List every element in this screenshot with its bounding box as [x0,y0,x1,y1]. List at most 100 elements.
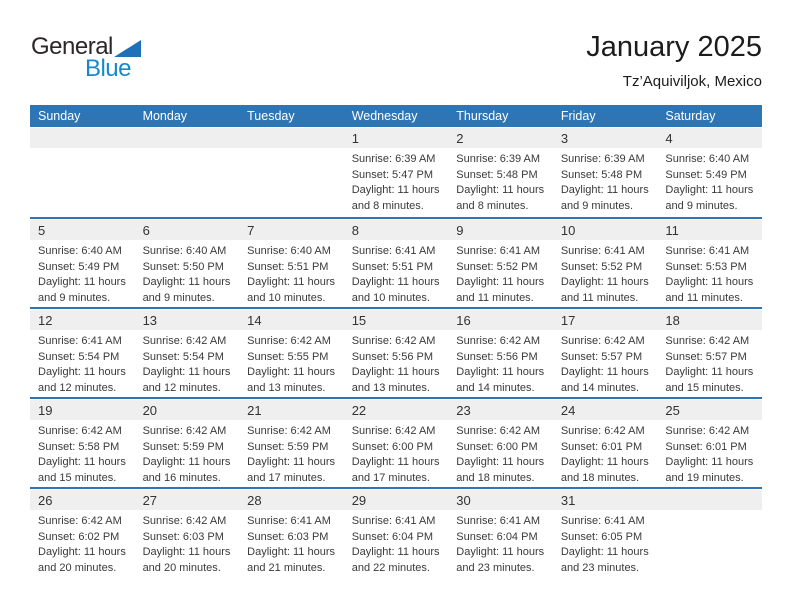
day-number: 11 [665,222,679,238]
sunset-text: Sunset: 5:54 PM [38,350,120,363]
sunrise-text: Sunrise: 6:42 AM [38,515,122,527]
day-details: Sunrise: 6:41 AM Sunset: 6:04 PM Daylight:… [344,510,449,576]
daylight-text-line1: Daylight: 11 hours [351,456,440,468]
weekday-sunday: Sunday [38,109,81,123]
day-number: 19 [38,402,53,418]
sunset-text: Sunset: 5:58 PM [38,440,120,453]
day-cell: 20 Sunrise: 6:42 AM Sunset: 5:59 PM Dayligh… [134,399,240,487]
daylight-text-line1: Daylight: 11 hours [560,184,649,196]
day-details: Sunrise: 6:40 AM Sunset: 5:49 PM Daylight:… [657,148,762,214]
sunset-text: Sunset: 5:51 PM [351,260,434,273]
daylight-text-line1: Daylight: 11 hours [142,546,231,558]
day-number-band: 29 [343,490,449,510]
day-number-band: 24 [552,400,658,420]
day-details: Sunrise: 6:42 AM Sunset: 5:57 PM Daylight:… [657,330,762,396]
daylight-text-line2: and 9 minutes. [142,291,215,304]
sunset-text: Sunset: 6:00 PM [351,440,434,453]
weekday-monday: Monday [142,109,188,123]
day-number-band: 13 [134,310,240,330]
day-number: 13 [142,312,158,328]
day-number: 20 [142,402,158,418]
daylight-text-line1: Daylight: 11 hours [456,276,545,288]
sunrise-text: Sunrise: 6:41 AM [456,245,541,257]
day-details: Sunrise: 6:42 AM Sunset: 5:59 PM Daylight:… [135,420,240,486]
daylight-text-line1: Daylight: 11 hours [142,366,231,378]
weekday-header-row: Sunday Monday Tuesday Wednesday Thursday… [30,105,762,127]
day-number: 3 [560,130,569,146]
sunrise-text: Sunrise: 6:42 AM [665,425,750,437]
day-details: Sunrise: 6:42 AM Sunset: 5:56 PM Daylight:… [448,330,553,396]
week-row: 5 Sunrise: 6:40 AM Sunset: 5:49 PM Daylight… [30,217,762,307]
day-details: Sunrise: 6:42 AM Sunset: 6:01 PM Daylight:… [657,420,762,486]
sunrise-text: Sunrise: 6:42 AM [247,425,331,437]
sunset-text: Sunset: 6:03 PM [142,530,224,543]
day-number: 22 [351,402,367,418]
day-number-band: 12 [30,310,135,330]
day-details: Sunrise: 6:40 AM Sunset: 5:50 PM Daylight:… [135,240,240,306]
daylight-text-line2: and 22 minutes. [351,561,430,574]
sunset-text: Sunset: 6:05 PM [560,530,643,543]
daylight-text-line1: Daylight: 11 hours [142,456,231,468]
day-number-band: 16 [448,310,553,330]
daylight-text-line1: Daylight: 11 hours [560,456,649,468]
day-details: Sunrise: 6:39 AM Sunset: 5:48 PM Daylight:… [553,148,658,214]
daylight-text-line1: Daylight: 11 hours [247,546,335,558]
day-number-band: 10 [552,220,658,240]
day-number-band: 23 [448,400,553,420]
daylight-text-line1: Daylight: 11 hours [665,456,754,468]
daylight-text-line2: and 10 minutes. [247,291,326,304]
sunset-text: Sunset: 5:59 PM [247,440,329,453]
sunrise-text: Sunrise: 6:41 AM [351,515,436,527]
daylight-text-line2: and 19 minutes. [665,471,744,484]
sunrise-text: Sunrise: 6:42 AM [38,425,122,437]
empty-day-cell [657,489,762,577]
daylight-text-line2: and 8 minutes. [456,199,529,212]
day-number-band: 21 [239,400,344,420]
empty-day-cell [30,127,135,217]
sunset-text: Sunset: 5:53 PM [665,260,747,273]
day-number: 12 [38,312,53,328]
day-number: 5 [38,222,46,238]
day-details: Sunrise: 6:42 AM Sunset: 6:00 PM Daylight:… [344,420,449,486]
day-number-band: 17 [552,310,658,330]
day-cell: 25 Sunrise: 6:42 AM Sunset: 6:01 PM Dayligh… [657,399,762,487]
daylight-text-line2: and 15 minutes. [665,381,744,394]
daylight-text-line1: Daylight: 11 hours [560,546,649,558]
day-details: Sunrise: 6:39 AM Sunset: 5:47 PM Daylight:… [344,148,449,214]
week-row: 1 Sunrise: 6:39 AM Sunset: 5:47 PM Daylight… [30,127,762,217]
calendar: Sunday Monday Tuesday Wednesday Thursday… [30,105,762,577]
daylight-text-line2: and 16 minutes. [142,471,221,484]
daylight-text-line1: Daylight: 11 hours [665,366,754,378]
sunrise-text: Sunrise: 6:39 AM [351,153,436,165]
sunset-text: Sunset: 6:03 PM [247,530,329,543]
daylight-text-line1: Daylight: 11 hours [560,366,649,378]
day-number-band: 18 [657,310,762,330]
day-number: 8 [351,222,359,238]
day-number: 30 [456,492,471,508]
daylight-text-line2: and 12 minutes. [142,381,221,394]
day-cell: 17 Sunrise: 6:42 AM Sunset: 5:57 PM Dayligh… [552,309,658,397]
day-details: Sunrise: 6:41 AM Sunset: 5:54 PM Daylight:… [30,330,135,396]
day-cell: 22 Sunrise: 6:42 AM Sunset: 6:00 PM Dayligh… [343,399,449,487]
sunrise-text: Sunrise: 6:40 AM [665,153,750,165]
day-details: Sunrise: 6:41 AM Sunset: 5:52 PM Daylight:… [553,240,658,306]
day-details: Sunrise: 6:41 AM Sunset: 6:03 PM Daylight:… [239,510,344,576]
day-details: Sunrise: 6:41 AM Sunset: 5:53 PM Daylight:… [657,240,762,306]
day-number-band: 25 [657,400,762,420]
sunrise-text: Sunrise: 6:42 AM [142,515,227,527]
daylight-text-line2: and 9 minutes. [38,291,111,304]
day-number-band [657,490,762,510]
day-details: Sunrise: 6:41 AM Sunset: 6:05 PM Daylight:… [553,510,658,576]
day-number: 6 [142,222,150,238]
sunrise-text: Sunrise: 6:42 AM [456,425,541,437]
sunrise-text: Sunrise: 6:42 AM [247,335,331,347]
day-cell: 10 Sunrise: 6:41 AM Sunset: 5:52 PM Dayligh… [552,219,658,307]
daylight-text-line1: Daylight: 11 hours [351,366,440,378]
sunset-text: Sunset: 5:47 PM [351,168,434,181]
sunrise-text: Sunrise: 6:39 AM [456,153,541,165]
daylight-text-line2: and 15 minutes. [38,471,117,484]
day-details: Sunrise: 6:42 AM Sunset: 6:01 PM Daylight:… [553,420,658,486]
day-cell: 24 Sunrise: 6:42 AM Sunset: 6:01 PM Dayligh… [552,399,658,487]
weekday-saturday: Saturday [665,109,716,123]
daylight-text-line2: and 9 minutes. [665,199,738,212]
